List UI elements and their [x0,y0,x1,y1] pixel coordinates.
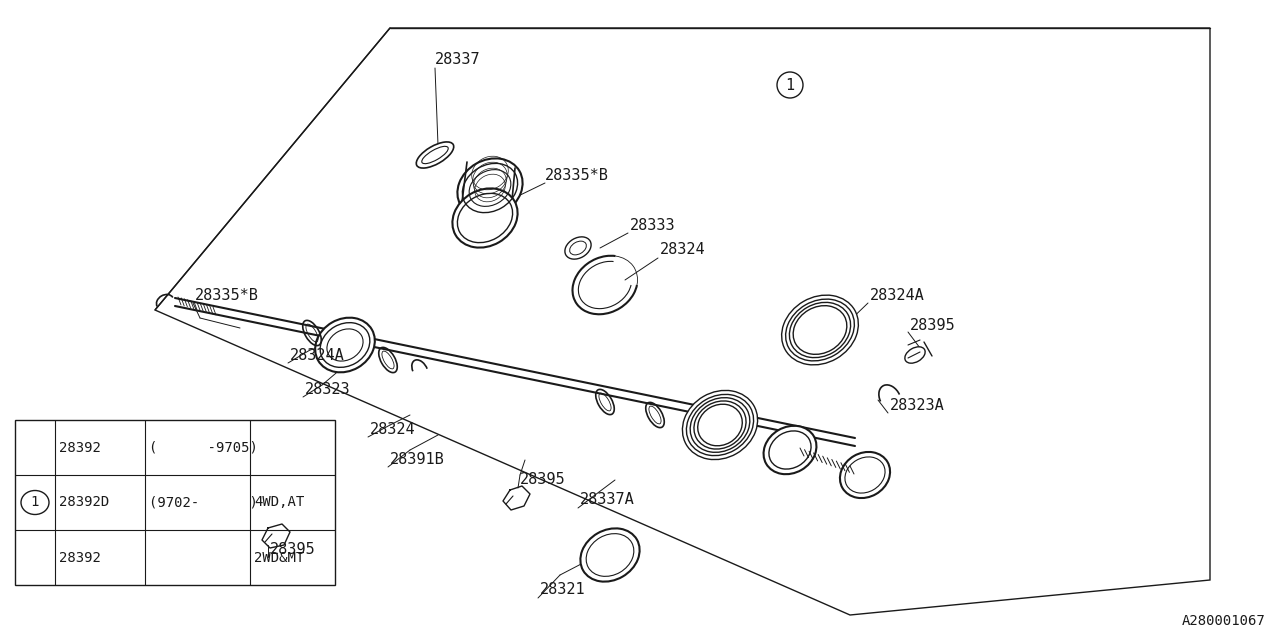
Text: 2WD&MT: 2WD&MT [253,550,305,564]
Ellipse shape [764,426,817,474]
Text: 28324: 28324 [660,243,705,257]
Text: 28337A: 28337A [580,493,635,508]
Text: 28337: 28337 [435,52,480,67]
Text: 28335*B: 28335*B [195,287,259,303]
Text: 28392D: 28392D [59,495,109,509]
Text: 28392: 28392 [59,550,101,564]
Text: 28392: 28392 [59,440,101,454]
Text: 28324A: 28324A [291,348,344,362]
Text: 28324: 28324 [370,422,416,438]
Ellipse shape [452,188,517,248]
Text: A280001067: A280001067 [1181,614,1265,628]
Ellipse shape [682,390,758,460]
Ellipse shape [580,529,640,582]
Text: 28395: 28395 [520,472,566,488]
Text: (9702-      ): (9702- ) [148,495,257,509]
Text: (      -9705): ( -9705) [148,440,257,454]
Text: 1: 1 [31,495,40,509]
Ellipse shape [564,237,591,259]
Ellipse shape [905,347,925,363]
Bar [15,420,335,585]
Text: 28323A: 28323A [890,397,945,413]
Ellipse shape [457,158,522,218]
Ellipse shape [315,317,375,372]
Ellipse shape [840,452,890,498]
Text: 28323: 28323 [305,383,351,397]
Text: 28395: 28395 [270,543,316,557]
Text: 28395: 28395 [910,317,956,333]
Text: 28324A: 28324A [870,287,924,303]
Ellipse shape [782,295,859,365]
Text: 28333: 28333 [630,218,676,232]
Text: 28391B: 28391B [390,452,444,467]
Text: 4WD,AT: 4WD,AT [253,495,305,509]
Ellipse shape [416,142,453,168]
Text: 28335*B: 28335*B [545,168,609,182]
Text: 1: 1 [785,77,794,93]
Text: 28321: 28321 [540,582,586,598]
